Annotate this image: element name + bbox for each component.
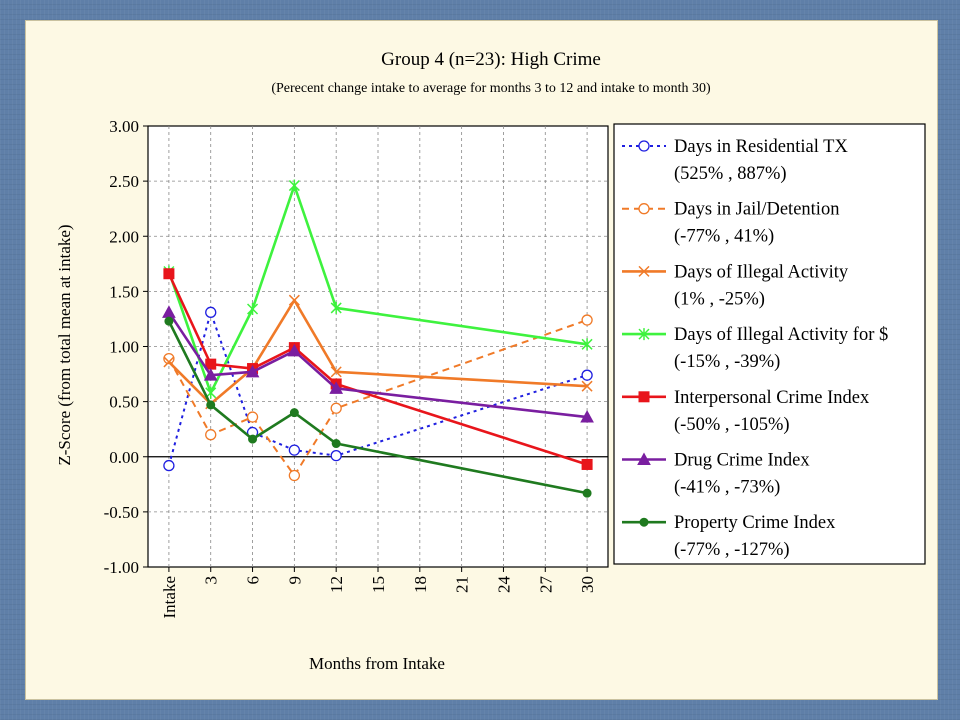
data-point	[581, 380, 593, 392]
plot-grid	[147, 125, 609, 568]
legend-series-change: (-50% , -105%)	[674, 415, 790, 435]
x-tick-label: 9	[285, 576, 304, 585]
legend-series-change: (525% , 887%)	[674, 164, 787, 184]
data-point	[638, 203, 650, 215]
data-point	[580, 410, 594, 423]
data-point	[163, 459, 175, 472]
y-tick-label: -0.50	[104, 503, 139, 522]
legend-series-name: Drug Crime Index	[674, 451, 810, 471]
plot-axes	[143, 125, 608, 572]
data-point	[248, 434, 258, 444]
x-tick-label: 18	[411, 576, 430, 593]
data-point	[203, 368, 218, 381]
data-point	[163, 268, 175, 280]
x-tick-label: 15	[369, 576, 388, 593]
series-line	[167, 273, 588, 466]
y-tick-label: 0.00	[109, 448, 139, 467]
data-point	[639, 517, 649, 527]
data-point	[163, 356, 175, 368]
y-tick-label: -1.00	[104, 558, 139, 577]
data-point	[329, 381, 344, 394]
series-line	[167, 320, 588, 495]
legend-box	[613, 123, 926, 565]
series-line	[167, 311, 588, 419]
x-tick-label: 27	[536, 576, 555, 594]
data-point	[581, 338, 593, 351]
data-point	[206, 400, 216, 410]
x-tick-label: 6	[244, 576, 263, 585]
data-point	[581, 369, 593, 381]
y-tick-label: 2.00	[109, 227, 139, 246]
data-point	[638, 391, 650, 403]
legend-series-name: Days in Residential TX	[674, 137, 848, 157]
data-point	[289, 408, 299, 418]
data-point	[581, 314, 593, 326]
slide-background: Group 4 (n=23): High Crime (Perecent cha…	[25, 20, 938, 700]
x-tick-label: 3	[202, 576, 221, 585]
data-point	[638, 265, 650, 277]
data-point	[637, 452, 651, 465]
data-point	[245, 364, 260, 378]
x-tick-label: Intake	[160, 576, 179, 618]
data-point	[246, 411, 259, 423]
data-point	[638, 140, 650, 152]
legend-series-change: (-15% , -39%)	[674, 352, 780, 372]
x-tick-label: 21	[453, 576, 472, 593]
data-point	[288, 294, 300, 306]
legend-series-name: Days in Jail/Detention	[674, 200, 839, 220]
legend-series-name: Interpersonal Crime Index	[674, 388, 870, 408]
chart-legend: Days in Residential TX (525% , 887%) Days …	[613, 123, 926, 565]
data-point	[331, 439, 341, 449]
legend-series-change: (-77% , -127%)	[674, 540, 790, 560]
data-point	[288, 179, 300, 192]
data-point	[164, 316, 174, 326]
tick-labels: 3.00 2.50 2.00 1.50 1.00 0.50 0.00 -0.50 -1.00 In…	[104, 117, 598, 618]
data-point	[205, 306, 217, 318]
data-point	[330, 449, 342, 462]
series-line	[167, 184, 588, 395]
y-axis-label: Z-Score (from total mean at intake)	[55, 224, 74, 465]
y-tick-label: 3.00	[109, 117, 139, 136]
series-line	[167, 311, 588, 466]
data-point	[287, 343, 302, 357]
x-tick-label: 24	[494, 576, 513, 594]
series-group	[162, 305, 594, 423]
x-axis-label: Months from Intake	[309, 654, 445, 673]
data-point	[288, 444, 301, 456]
series-group	[163, 306, 593, 472]
legend-series-change: (-41% , -73%)	[674, 478, 780, 498]
legend-series-name: Days of Illegal Activity for $	[674, 325, 888, 345]
data-point	[205, 429, 217, 441]
x-tick-label: 30	[578, 576, 597, 593]
legend-series-change: (1% , -25%)	[674, 289, 765, 309]
data-point	[330, 402, 342, 414]
data-point	[247, 303, 259, 316]
data-point	[581, 458, 593, 470]
line-chart: Group 4 (n=23): High Crime (Perecent cha…	[55, 49, 926, 673]
legend-series-name: Property Crime Index	[674, 513, 836, 533]
data-point	[638, 328, 650, 341]
y-tick-label: 0.50	[109, 393, 139, 412]
legend-series-change: (-77% , 41%)	[674, 227, 774, 247]
chart-subtitle: (Perecent change intake to average for m…	[271, 81, 711, 96]
chart-title: Group 4 (n=23): High Crime	[381, 49, 601, 70]
legend-series-name: Days of Illegal Activity	[674, 262, 849, 282]
series-group	[164, 316, 592, 498]
data-point	[330, 301, 342, 314]
y-tick-label: 1.00	[109, 338, 139, 357]
data-point	[288, 469, 301, 482]
y-tick-label: 2.50	[109, 172, 139, 191]
y-tick-label: 1.50	[109, 282, 139, 301]
data-point	[330, 366, 342, 378]
series-line	[167, 298, 588, 406]
x-tick-label: 12	[327, 576, 346, 593]
data-point	[582, 488, 592, 498]
series-layer	[162, 179, 594, 498]
